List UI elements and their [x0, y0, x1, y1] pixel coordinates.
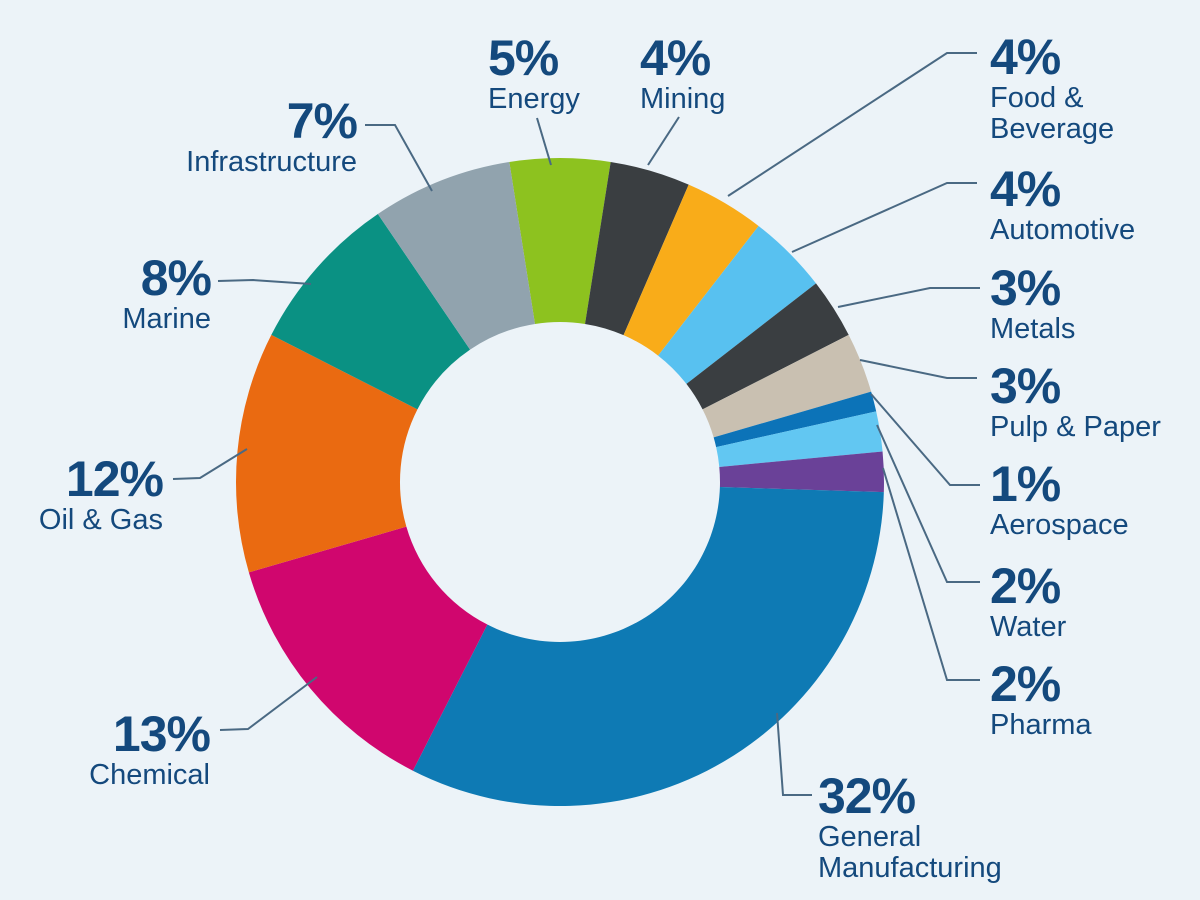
segment-metals [686, 283, 849, 410]
segment-pulp-paper [702, 334, 872, 438]
leader-line-oil-gas [172, 448, 248, 480]
leader-line-chemical [219, 676, 318, 731]
leader-line-marine [217, 278, 312, 285]
leader-line-mining [647, 116, 680, 166]
segment-automotive [658, 225, 817, 384]
leader-line-automotive [791, 182, 977, 253]
segment-general-manufacturing [412, 487, 884, 807]
segment-water [716, 411, 883, 467]
segment-aerospace [713, 391, 877, 448]
leader-line-pulp-paper [859, 359, 977, 379]
segment-chemical [248, 526, 488, 771]
segment-food-beverage [623, 184, 759, 356]
leader-line-metals [837, 287, 980, 308]
leader-line-food-beverage [727, 52, 977, 197]
leader-line-pharma [882, 467, 980, 681]
segment-oil-gas [235, 334, 418, 573]
donut-segments [235, 158, 884, 807]
segment-infrastructure [377, 161, 535, 350]
segment-pharma [719, 451, 884, 493]
leader-line-aerospace [870, 393, 980, 486]
segment-mining [585, 161, 689, 336]
leader-line-water [876, 424, 980, 583]
leader-line-energy [536, 117, 552, 166]
segment-marine [271, 214, 471, 410]
leader-lines [172, 52, 980, 796]
leader-line-infrastructure [365, 124, 433, 192]
segment-energy [509, 158, 611, 324]
leader-line-general-manufacturing [776, 712, 812, 796]
